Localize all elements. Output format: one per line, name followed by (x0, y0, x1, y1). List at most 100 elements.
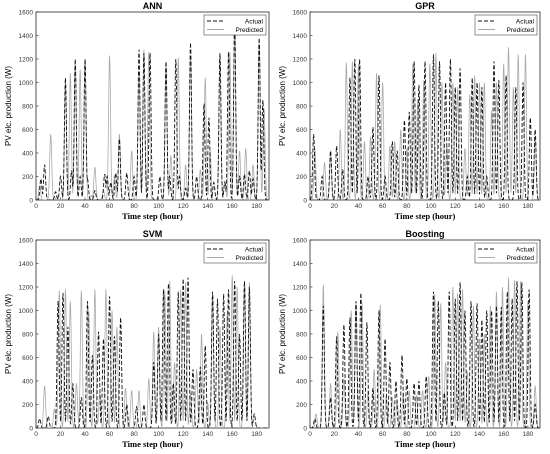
legend: Actual Predicted (203, 14, 267, 36)
y-tick-label: 400 (22, 378, 33, 385)
x-tick-label: 60 (379, 203, 387, 210)
y-tick-label: 0 (29, 425, 33, 432)
y-tick-label: 600 (296, 127, 307, 134)
x-tick-label: 100 (153, 431, 164, 438)
y-axis-label: PV elc. production (W) (4, 294, 13, 374)
y-tick-label: 1400 (293, 261, 308, 268)
y-tick-label: 1600 (293, 9, 308, 16)
y-tick-label: 0 (303, 197, 307, 204)
x-tick-label: 40 (81, 203, 89, 210)
x-tick-label: 120 (178, 431, 189, 438)
chart-title: ANN (143, 1, 163, 11)
y-tick-label: 600 (22, 355, 33, 362)
x-tick-label: 20 (57, 203, 65, 210)
y-tick-label: 1200 (19, 284, 34, 291)
legend-label-actual: Actual (245, 246, 264, 253)
y-tick-label: 1000 (293, 308, 308, 315)
x-tick-label: 0 (308, 203, 312, 210)
y-tick-label: 800 (22, 331, 33, 338)
x-tick-label: 40 (355, 203, 363, 210)
y-axis-label: PV elc. production (W) (278, 66, 287, 146)
y-tick-label: 200 (296, 402, 307, 409)
y-tick-label: 1400 (19, 33, 34, 40)
legend-label-predicted: Predicted (507, 255, 535, 262)
x-tick-label: 180 (522, 431, 533, 438)
x-tick-label: 180 (251, 203, 262, 210)
x-tick-label: 20 (331, 431, 339, 438)
legend: Actual Predicted (474, 14, 538, 36)
y-tick-label: 1200 (293, 56, 308, 63)
series-line-actual (310, 54, 540, 200)
y-tick-label: 1000 (293, 80, 308, 87)
y-tick-label: 1000 (19, 308, 34, 315)
series-line-actual (36, 277, 269, 428)
y-tick-label: 200 (22, 402, 33, 409)
x-tick-label: 0 (34, 203, 38, 210)
chart-title: GPR (415, 1, 435, 11)
chart-panel-ann: ANN 0 20 40 60 80 100 120 140 160 180 0 200 400 600 800… (4, 1, 270, 221)
y-tick-label: 800 (296, 331, 307, 338)
legend-label-predicted: Predicted (236, 27, 264, 34)
y-tick-label: 400 (296, 150, 307, 157)
x-axis-label: Time step (hour) (395, 439, 456, 449)
y-tick-label: 0 (303, 425, 307, 432)
x-tick-label: 140 (474, 203, 485, 210)
x-tick-label: 80 (130, 431, 138, 438)
x-tick-label: 140 (202, 203, 213, 210)
x-tick-label: 140 (202, 431, 213, 438)
y-tick-label: 0 (29, 197, 33, 204)
y-tick-label: 200 (22, 174, 33, 181)
x-tick-label: 160 (227, 431, 238, 438)
x-tick-label: 80 (130, 203, 138, 210)
legend: Actual Predicted (474, 242, 538, 264)
x-tick-label: 60 (106, 431, 114, 438)
series-line-actual (36, 19, 269, 200)
y-tick-label: 1400 (19, 261, 34, 268)
x-axis-label: Time step (hour) (395, 211, 456, 221)
x-tick-label: 40 (355, 431, 363, 438)
x-tick-label: 180 (251, 431, 262, 438)
x-axis-label: Time step (hour) (122, 439, 183, 449)
x-tick-label: 120 (178, 203, 189, 210)
chart-title: SVM (143, 229, 163, 239)
legend-label-actual: Actual (245, 18, 264, 25)
y-tick-label: 200 (296, 174, 307, 181)
series-line-actual (310, 281, 540, 428)
x-tick-label: 20 (57, 431, 65, 438)
x-tick-label: 120 (450, 431, 461, 438)
x-tick-label: 40 (81, 431, 89, 438)
x-tick-label: 180 (522, 203, 533, 210)
y-tick-label: 1600 (293, 237, 308, 244)
legend-label-predicted: Predicted (236, 255, 264, 262)
y-tick-label: 800 (296, 103, 307, 110)
x-tick-label: 80 (403, 203, 411, 210)
x-tick-label: 0 (308, 431, 312, 438)
y-tick-label: 400 (296, 378, 307, 385)
x-tick-label: 100 (153, 203, 164, 210)
x-tick-label: 160 (498, 203, 509, 210)
x-tick-label: 100 (426, 431, 437, 438)
x-tick-label: 0 (34, 431, 38, 438)
y-axis-label: PV elc. production (W) (4, 66, 13, 146)
x-tick-label: 160 (498, 431, 509, 438)
chart-title: Boosting (406, 229, 445, 239)
y-tick-label: 1000 (19, 80, 34, 87)
y-tick-label: 1600 (19, 9, 34, 16)
x-tick-label: 140 (474, 431, 485, 438)
x-tick-label: 20 (331, 203, 339, 210)
y-axis-label: PV elc. production (W) (278, 294, 287, 374)
x-tick-label: 60 (106, 203, 114, 210)
x-axis-label: Time step (hour) (122, 211, 183, 221)
y-tick-label: 1400 (293, 33, 308, 40)
legend: Actual Predicted (203, 242, 267, 264)
legend-label-actual: Actual (516, 18, 535, 25)
y-tick-label: 600 (296, 355, 307, 362)
y-tick-label: 600 (22, 127, 33, 134)
chart-panel-svm: SVM 0 20 40 60 80 100 120 140 160 180 0 200 400 600 800… (4, 229, 270, 449)
x-tick-label: 80 (403, 431, 411, 438)
y-tick-label: 1200 (293, 284, 308, 291)
legend-label-predicted: Predicted (507, 27, 535, 34)
y-tick-label: 1600 (19, 237, 34, 244)
y-tick-label: 800 (22, 103, 33, 110)
